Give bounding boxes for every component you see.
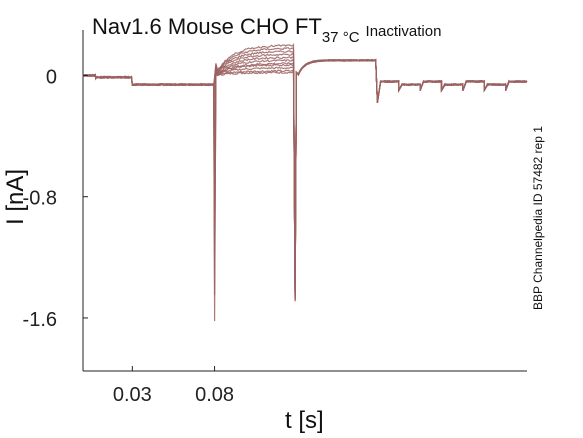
trace-line-7 (82, 56, 528, 299)
trace-line-1 (82, 58, 528, 322)
axes (82, 30, 527, 372)
trace-line-5 (82, 58, 528, 298)
trace-line-11 (82, 43, 528, 302)
trace-line-2 (82, 58, 528, 296)
tick-group: 0 -0.8 -1.6 0.03 0.08 (23, 66, 234, 406)
chart-title-main: Nav1.6 Mouse CHO FT (92, 14, 322, 39)
side-label: BBP Channelpedia ID 57482 rep 1 (531, 126, 545, 310)
trace-line-9 (82, 50, 528, 301)
x-axis-label: t [s] (285, 407, 324, 434)
trace-line-4 (82, 58, 528, 298)
y-tick-label: -1.6 (23, 309, 57, 331)
trace-line-8 (82, 52, 528, 300)
x-tick-label: 0.03 (113, 384, 152, 406)
y-axis-label: I [nA] (2, 168, 29, 225)
y-tick-label: -0.8 (23, 188, 57, 210)
chart-title-suffix: Inactivation (365, 23, 442, 40)
x-tick-label: 0.08 (195, 384, 234, 406)
chart-title-subscript: 37 °C (321, 29, 360, 46)
y-tick-label: 0 (46, 66, 57, 88)
trace-line-3 (82, 58, 528, 297)
trace-line-6 (82, 58, 528, 299)
chart-title: Nav1.6 Mouse CHO FT37 °C Inactivation (92, 14, 442, 46)
trace-group (82, 43, 528, 322)
